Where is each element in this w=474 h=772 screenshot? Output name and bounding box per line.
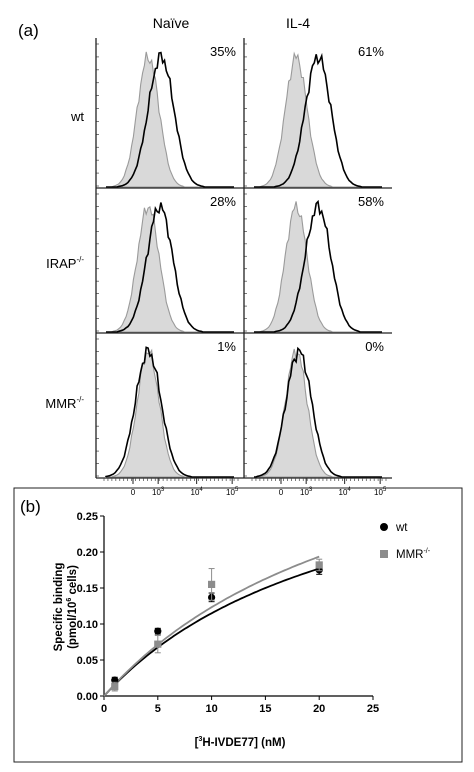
x-tick-label: 0 xyxy=(279,488,284,497)
x-tick-label: 104 xyxy=(339,487,352,497)
data-point-mmr xyxy=(208,580,216,588)
y-tick-label: 0.05 xyxy=(77,655,98,667)
legend-label-wt: wt xyxy=(395,522,408,534)
x-tick-label: 10 xyxy=(205,703,217,715)
fit-curve-mmr xyxy=(103,555,320,697)
stained-histogram xyxy=(106,51,234,188)
x-tick-label: 0 xyxy=(131,488,136,497)
stained-histogram xyxy=(254,199,382,333)
x-tick-label: 103 xyxy=(300,487,313,497)
percent-label-wt-il4: 61% xyxy=(358,44,384,59)
y-tick-label: 0.10 xyxy=(77,619,98,631)
data-point-mmr xyxy=(315,561,323,569)
x-tick-label: 105 xyxy=(226,487,239,497)
stained-histogram xyxy=(254,346,382,478)
x-tick-label: 0 xyxy=(101,703,107,715)
stained-histogram xyxy=(254,52,382,188)
y-tick-label: 0.15 xyxy=(77,583,98,595)
fit-curve-wt xyxy=(103,567,320,697)
panel-a-label: (a) xyxy=(18,21,39,40)
x-tick-label: 25 xyxy=(367,703,379,715)
x-tick-label: 15 xyxy=(259,703,271,715)
x-tick-label: 20 xyxy=(313,703,325,715)
column-header-naive: Naïve xyxy=(153,15,190,31)
legend-marker-mmr xyxy=(380,550,388,558)
legend-marker-wt xyxy=(380,523,388,531)
row-label-mmr: MMR-/- xyxy=(45,395,84,411)
column-header-il4: IL-4 xyxy=(286,15,310,31)
y-axis-title-units: (pmol/106 cells) xyxy=(66,565,79,649)
x-axis-title: [3H-IVDE77] (nM) xyxy=(195,736,286,749)
isotype-histogram xyxy=(254,201,382,333)
percent-label-mmr-il4: 0% xyxy=(365,339,384,354)
data-point-mmr xyxy=(154,640,162,648)
data-point-wt xyxy=(154,627,162,635)
x-tick-label: 105 xyxy=(374,487,387,497)
row-label-irap: IRAP-/- xyxy=(46,255,84,271)
y-axis-title: Specific binding xyxy=(53,563,65,652)
histogram-grid: 35% 61% 28% 58% 1% 0% 0 103 104 105 0 103 104 105 xyxy=(95,38,392,497)
isotype-histogram xyxy=(106,205,234,333)
panel-b-frame xyxy=(13,487,463,763)
isotype-histogram xyxy=(106,348,234,478)
percent-label-mmr-naive: 1% xyxy=(217,339,236,354)
percent-label-wt-naive: 35% xyxy=(210,44,236,59)
x-tick-label: 5 xyxy=(155,703,161,715)
stained-histogram xyxy=(106,202,234,333)
panel-b-label: (b) xyxy=(20,497,41,516)
binding-plot: 0.00 0.05 0.10 0.15 0.20 0.25 0 5 10 15 20 25 xyxy=(77,511,380,715)
percent-label-irap-il4: 58% xyxy=(358,194,384,209)
legend-label-mmr: MMR-/- xyxy=(396,548,431,561)
y-tick-label: 0.20 xyxy=(77,547,98,559)
x-tick-label: 103 xyxy=(152,487,165,497)
stained-histogram xyxy=(105,346,234,478)
isotype-histogram xyxy=(106,51,234,188)
row-label-wt: wt xyxy=(70,109,84,124)
percent-label-irap-naive: 28% xyxy=(210,194,236,209)
isotype-histogram xyxy=(254,51,382,188)
y-tick-label: 0.25 xyxy=(77,511,98,523)
data-point-mmr xyxy=(111,683,119,691)
y-tick-label: 0.00 xyxy=(77,691,98,703)
x-tick-label: 104 xyxy=(191,487,204,497)
